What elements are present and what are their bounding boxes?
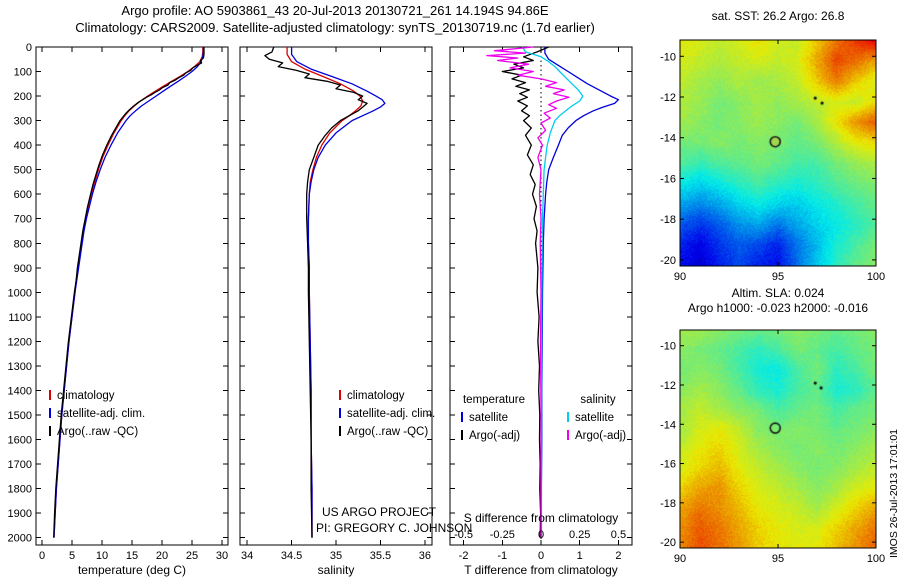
- sla-map-title-line1: Altim. SLA: 0.024: [731, 286, 825, 300]
- svg-text:500: 500: [14, 165, 32, 177]
- svg-text:36: 36: [419, 550, 431, 562]
- svg-text:-10: -10: [660, 51, 676, 63]
- sst-heatmap: [680, 40, 876, 266]
- svg-text:100: 100: [867, 553, 885, 565]
- svg-text:climatology: climatology: [57, 390, 115, 402]
- svg-text:climatology: climatology: [347, 390, 405, 402]
- svg-text:T difference from climatology: T difference from climatology: [464, 563, 618, 577]
- svg-text:1200: 1200: [8, 336, 32, 348]
- svg-text:-0.25: -0.25: [490, 529, 515, 541]
- timestamp-watermark: IMOS 26-Jul-2013 17:01:01: [888, 429, 900, 558]
- svg-text:2: 2: [615, 550, 621, 562]
- sst-map-axes: 90 95 100 -10 -12 -14 -16 -18 -20: [660, 39, 885, 283]
- svg-text:15: 15: [126, 550, 138, 562]
- svg-text:35: 35: [330, 550, 342, 562]
- svg-text:0: 0: [538, 529, 544, 541]
- difference-profile-panel: -2 -1 0 1 2T difference from climatology S di…: [449, 46, 633, 577]
- svg-text:800: 800: [14, 238, 32, 250]
- svg-text:Argo(-adj): Argo(-adj): [469, 430, 520, 442]
- svg-text:1700: 1700: [8, 459, 32, 471]
- svg-text:1400: 1400: [8, 385, 32, 397]
- svg-text:700: 700: [14, 214, 32, 226]
- svg-text:100: 100: [867, 271, 885, 283]
- svg-text:-16: -16: [660, 459, 676, 471]
- temperature-profile-panel: 0 5 10 15 20 25 300100200300400500600700800900…: [8, 42, 229, 577]
- svg-text:PI: GREGORY C. JOHNSON: PI: GREGORY C. JOHNSON: [316, 521, 472, 535]
- svg-text:0.5: 0.5: [611, 529, 626, 541]
- svg-text:30: 30: [216, 550, 228, 562]
- svg-text:95: 95: [772, 271, 784, 283]
- svg-text:1: 1: [577, 550, 583, 562]
- svg-text:300: 300: [14, 116, 32, 128]
- svg-text:-14: -14: [660, 419, 676, 431]
- svg-text:100: 100: [14, 67, 32, 79]
- sla-map-title-line2: Argo h1000: -0.023 h2000: -0.016: [687, 301, 869, 315]
- svg-text:95: 95: [772, 553, 784, 565]
- salinity-profile-panel: 34 34.5 35 35.5 36 salinity climatology satelli…: [239, 46, 472, 577]
- svg-text:satellite-adj. clim.: satellite-adj. clim.: [57, 408, 145, 420]
- svg-text:20: 20: [156, 550, 168, 562]
- svg-text:25: 25: [186, 550, 198, 562]
- svg-text:34.5: 34.5: [281, 550, 302, 562]
- svg-text:200: 200: [14, 91, 32, 103]
- svg-text:2000: 2000: [8, 533, 32, 545]
- svg-text:900: 900: [14, 263, 32, 275]
- figure-title-line1: Argo profile: AO 5903861_43 20-Jul-2013 …: [121, 3, 549, 18]
- svg-text:1100: 1100: [8, 312, 32, 324]
- svg-text:-20: -20: [660, 255, 676, 267]
- svg-text:10: 10: [96, 550, 108, 562]
- svg-text:1600: 1600: [8, 435, 32, 447]
- svg-text:-12: -12: [660, 380, 676, 392]
- svg-text:Argo(-adj): Argo(-adj): [575, 430, 626, 442]
- svg-text:satellite: satellite: [575, 412, 614, 424]
- svg-text:90: 90: [674, 553, 686, 565]
- svg-text:Argo(..raw -QC): Argo(..raw -QC): [57, 426, 138, 438]
- svg-text:0: 0: [26, 42, 32, 54]
- svg-text:35.5: 35.5: [370, 550, 391, 562]
- sla-map-axes: 90 95 100 -10 -12 -14 -16 -18 -20: [660, 329, 885, 565]
- svg-text:-18: -18: [660, 498, 676, 510]
- svg-text:-18: -18: [660, 214, 676, 226]
- svg-text:-1: -1: [497, 550, 507, 562]
- svg-text:-0.5: -0.5: [454, 529, 473, 541]
- svg-text:satellite-adj. clim.: satellite-adj. clim.: [347, 408, 435, 420]
- svg-text:US ARGO PROJECT: US ARGO PROJECT: [322, 505, 437, 519]
- svg-text:1900: 1900: [8, 508, 32, 520]
- svg-text:temperature: temperature: [463, 394, 525, 406]
- svg-text:400: 400: [14, 140, 32, 152]
- svg-text:600: 600: [14, 189, 32, 201]
- svg-text:34: 34: [241, 550, 253, 562]
- svg-text:0: 0: [538, 550, 544, 562]
- svg-text:5: 5: [69, 550, 75, 562]
- svg-text:S difference from climatology: S difference from climatology: [464, 511, 619, 525]
- svg-text:Argo(..raw -QC): Argo(..raw -QC): [347, 426, 428, 438]
- svg-text:0.25: 0.25: [569, 529, 590, 541]
- svg-text:-12: -12: [660, 92, 676, 104]
- svg-text:-2: -2: [459, 550, 469, 562]
- svg-text:-10: -10: [660, 341, 676, 353]
- sst-map-title: sat. SST: 26.2 Argo: 26.8: [711, 9, 845, 23]
- figure-title-line2: Climatology: CARS2009. Satellite-adjuste…: [75, 20, 595, 35]
- svg-text:1500: 1500: [8, 410, 32, 422]
- svg-text:1300: 1300: [8, 361, 32, 373]
- svg-text:-16: -16: [660, 173, 676, 185]
- svg-text:-20: -20: [660, 537, 676, 549]
- svg-text:salinity: salinity: [318, 563, 355, 577]
- svg-text:temperature (deg C): temperature (deg C): [78, 563, 186, 577]
- svg-text:1800: 1800: [8, 484, 32, 496]
- svg-text:satellite: satellite: [469, 412, 508, 424]
- svg-text:0: 0: [39, 550, 45, 562]
- svg-text:90: 90: [674, 271, 686, 283]
- svg-text:salinity: salinity: [580, 394, 615, 406]
- svg-text:1000: 1000: [8, 287, 32, 299]
- sla-heatmap: [680, 330, 876, 548]
- svg-text:-14: -14: [660, 133, 676, 145]
